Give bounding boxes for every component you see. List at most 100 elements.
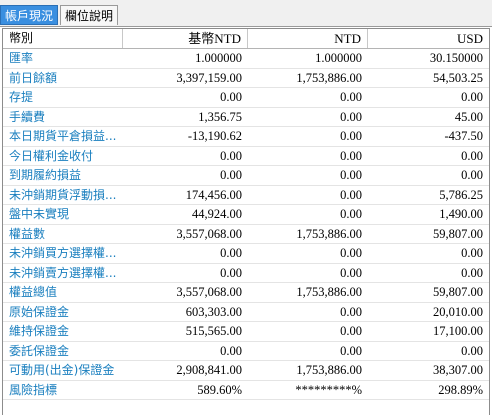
table-row[interactable]: 前日餘額 3,397,159.00 1,753,886.00 54,503.25	[3, 69, 489, 88]
cell-ntd: 0.00	[340, 90, 362, 104]
cell-usd: 59,807.00	[433, 226, 483, 241]
row-label: 今日權利金收付	[9, 148, 94, 163]
row-label: 到期履約損益	[9, 168, 82, 182]
cell-usd: 0.00	[461, 343, 483, 358]
table-row[interactable]: 未沖銷期貨浮動損... 174,456.00 0.00 5,786.25	[3, 186, 489, 205]
cell-usd: -437.50	[444, 129, 483, 143]
row-label: 手續費	[9, 109, 46, 124]
cell-ntd: 0.00	[340, 187, 362, 202]
cell-ntd: 1,753,886.00	[296, 226, 362, 241]
cell-base-ntd: 589.60%	[197, 382, 242, 397]
row-label: 未沖銷賣方選擇權...	[9, 265, 117, 280]
cell-ntd: 1,753,886.00	[296, 363, 362, 377]
cell-usd: 17,100.00	[433, 324, 483, 338]
cell-base-ntd: 2,908,841.00	[176, 363, 242, 377]
cell-base-ntd: 0.00	[220, 343, 242, 358]
cell-usd: 0.00	[461, 168, 483, 182]
row-label: 委託保證金	[9, 343, 70, 358]
row-label: 風險指標	[9, 382, 58, 397]
row-label: 本日期貨平倉損益...	[9, 129, 117, 143]
cell-usd: 1,490.00	[439, 207, 483, 221]
row-label: 匯率	[9, 51, 34, 65]
cell-ntd: 1,753,886.00	[296, 285, 362, 299]
cell-base-ntd: 1,356.75	[198, 109, 242, 124]
tab-bar: 帳戶現況 欄位說明	[0, 0, 492, 27]
row-label: 未沖銷期貨浮動損...	[9, 187, 117, 202]
column-header-ntd[interactable]: NTD	[248, 29, 368, 48]
cell-ntd: 1.000000	[315, 51, 362, 65]
cell-ntd: 0.00	[340, 129, 362, 143]
cell-ntd: 0.00	[340, 343, 362, 358]
table-row[interactable]: 手續費 1,356.75 0.00 45.00	[3, 108, 489, 127]
cell-base-ntd: 0.00	[220, 168, 242, 182]
cell-base-ntd: 3,557,068.00	[176, 285, 242, 299]
table-row[interactable]: 到期履約損益 0.00 0.00 0.00	[3, 166, 489, 186]
cell-usd: 0.00	[461, 90, 483, 104]
cell-ntd: 0.00	[340, 109, 362, 124]
cell-base-ntd: 174,456.00	[185, 187, 242, 202]
cell-base-ntd: -13,190.62	[187, 129, 242, 143]
table-row[interactable]: 權益總值 3,557,068.00 1,753,886.00 59,807.00	[3, 283, 489, 303]
cell-ntd: 0.00	[340, 246, 362, 260]
table-row[interactable]: 原始保證金 603,303.00 0.00 20,010.00	[3, 303, 489, 322]
table-row[interactable]: 未沖銷買方選擇權... 0.00 0.00 0.00	[3, 244, 489, 264]
cell-base-ntd: 0.00	[220, 246, 242, 260]
tab-divider	[0, 26, 492, 27]
cell-ntd: 0.00	[340, 304, 362, 319]
cell-ntd: 0.00	[340, 148, 362, 163]
cell-usd: 298.89%	[438, 382, 483, 397]
cell-base-ntd: 3,557,068.00	[176, 226, 242, 241]
cell-base-ntd: 0.00	[220, 148, 242, 163]
cell-base-ntd: 3,397,159.00	[176, 70, 242, 85]
cell-usd: 54,503.25	[433, 70, 483, 85]
cell-ntd: 0.00	[340, 207, 362, 221]
column-header-base-ntd[interactable]: 基幣NTD	[123, 29, 248, 48]
cell-base-ntd: 44,924.00	[192, 207, 242, 221]
cell-base-ntd: 603,303.00	[185, 304, 242, 319]
row-label: 未沖銷買方選擇權...	[9, 246, 117, 260]
cell-base-ntd: 1.000000	[195, 51, 242, 65]
column-header-currency[interactable]: 幣別	[3, 29, 123, 48]
cell-ntd: 0.00	[340, 324, 362, 338]
column-header-usd[interactable]: USD	[456, 31, 483, 46]
cell-usd: 5,786.25	[439, 187, 483, 202]
table-row[interactable]: 風險指標 589.60% *********% 298.89%	[3, 381, 489, 400]
cell-base-ntd: 0.00	[220, 265, 242, 280]
row-label: 維持保證金	[9, 324, 70, 338]
table-row[interactable]: 可動用(出金)保證金 2,908,841.00 1,753,886.00 38,307…	[3, 361, 489, 381]
cell-usd: 0.00	[461, 246, 483, 260]
row-label: 盤中未實現	[9, 207, 70, 221]
table-row[interactable]: 權益數 3,557,068.00 1,753,886.00 59,807.00	[3, 225, 489, 244]
cell-usd: 30.150000	[429, 51, 483, 65]
cell-base-ntd: 515,565.00	[185, 324, 242, 338]
tab-account-status[interactable]: 帳戶現況	[0, 5, 58, 25]
cell-usd: 0.00	[461, 265, 483, 280]
row-label: 原始保證金	[9, 304, 70, 319]
table-row[interactable]: 委託保證金 0.00 0.00 0.00	[3, 342, 489, 361]
row-label: 權益總值	[9, 285, 58, 299]
table-row[interactable]: 未沖銷賣方選擇權... 0.00 0.00 0.00	[3, 264, 489, 283]
table-row[interactable]: 本日期貨平倉損益... -13,190.62 0.00 -437.50	[3, 127, 489, 147]
table-row[interactable]: 匯率 1.000000 1.000000 30.150000	[3, 49, 489, 69]
cell-ntd: 0.00	[340, 168, 362, 182]
table-row[interactable]: 存提 0.00 0.00 0.00	[3, 88, 489, 108]
row-label: 前日餘額	[9, 70, 58, 85]
cell-ntd: *********%	[295, 382, 362, 397]
cell-ntd: 0.00	[340, 265, 362, 280]
table-row[interactable]: 維持保證金 515,565.00 0.00 17,100.00	[3, 322, 489, 342]
cell-usd: 38,307.00	[433, 363, 483, 377]
table-header: 幣別 基幣NTD NTD USD	[3, 29, 489, 49]
row-label: 權益數	[9, 226, 46, 241]
cell-base-ntd: 0.00	[220, 90, 242, 104]
cell-usd: 0.00	[461, 148, 483, 163]
table-row[interactable]: 今日權利金收付 0.00 0.00 0.00	[3, 147, 489, 166]
account-table: 幣別 基幣NTD NTD USD 匯率 1.000000 1.000000 30.15…	[2, 28, 490, 415]
table-body: 匯率 1.000000 1.000000 30.150000 前日餘額 3,397,159…	[3, 49, 489, 400]
table-row[interactable]: 盤中未實現 44,924.00 0.00 1,490.00	[3, 205, 489, 225]
row-label: 可動用(出金)保證金	[9, 363, 115, 377]
tab-field-description[interactable]: 欄位說明	[60, 5, 118, 25]
cell-usd: 45.00	[454, 109, 483, 124]
cell-usd: 59,807.00	[433, 285, 483, 299]
cell-ntd: 1,753,886.00	[296, 70, 362, 85]
row-label: 存提	[9, 90, 34, 104]
